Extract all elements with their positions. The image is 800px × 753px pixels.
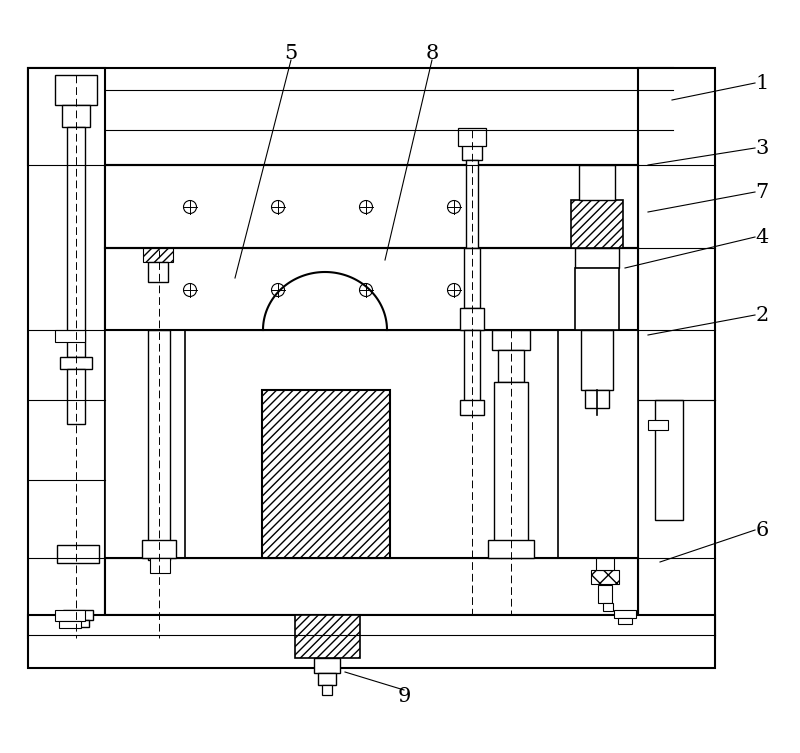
Bar [62, 105, 90, 127]
Bar [143, 248, 173, 262]
Bar [460, 308, 484, 330]
Bar [648, 420, 668, 430]
Bar [28, 68, 673, 165]
Text: 2: 2 [755, 306, 769, 325]
Bar [148, 262, 168, 282]
Bar [55, 75, 97, 105]
Bar [494, 382, 528, 552]
Bar [571, 200, 623, 248]
Bar [142, 540, 176, 558]
Bar [488, 540, 534, 558]
Bar [614, 610, 636, 618]
Bar [655, 400, 683, 520]
Bar [67, 620, 89, 627]
Bar [581, 330, 613, 390]
Text: 7: 7 [755, 182, 769, 202]
Text: 6: 6 [755, 520, 769, 539]
Bar [492, 330, 530, 350]
Bar [618, 618, 632, 624]
Bar [603, 603, 613, 611]
Bar [596, 558, 614, 570]
Bar [464, 248, 480, 308]
Bar [67, 127, 85, 357]
Bar [105, 330, 185, 560]
Text: 9: 9 [398, 687, 410, 706]
Bar [148, 330, 170, 560]
Bar [462, 130, 482, 160]
Bar [314, 658, 340, 673]
Bar [466, 160, 478, 248]
Bar [105, 558, 638, 615]
Bar [57, 545, 99, 563]
Bar [295, 615, 360, 658]
Text: 4: 4 [755, 227, 769, 246]
Bar [55, 610, 85, 621]
Bar [67, 369, 85, 424]
Bar [262, 390, 390, 558]
Bar [464, 330, 480, 405]
Bar [63, 610, 93, 620]
Bar [150, 558, 170, 573]
Bar [598, 585, 612, 603]
Bar [638, 68, 715, 638]
Bar [322, 685, 332, 695]
Bar [498, 350, 524, 382]
Text: 3: 3 [755, 139, 769, 157]
Bar [458, 128, 486, 146]
Bar [28, 68, 105, 638]
Bar [60, 357, 92, 369]
Bar [591, 570, 619, 584]
Bar [575, 248, 619, 268]
Text: 1: 1 [755, 74, 769, 93]
Bar [575, 268, 619, 330]
Bar [318, 673, 336, 685]
Bar [460, 400, 484, 415]
Bar [105, 165, 638, 248]
Text: 8: 8 [426, 44, 438, 62]
Bar [585, 390, 609, 408]
Bar [59, 621, 81, 628]
Bar [558, 330, 638, 560]
Bar [28, 615, 715, 668]
Bar [105, 248, 638, 330]
Bar [579, 165, 615, 200]
Text: 5: 5 [284, 44, 298, 62]
Bar [55, 330, 85, 342]
